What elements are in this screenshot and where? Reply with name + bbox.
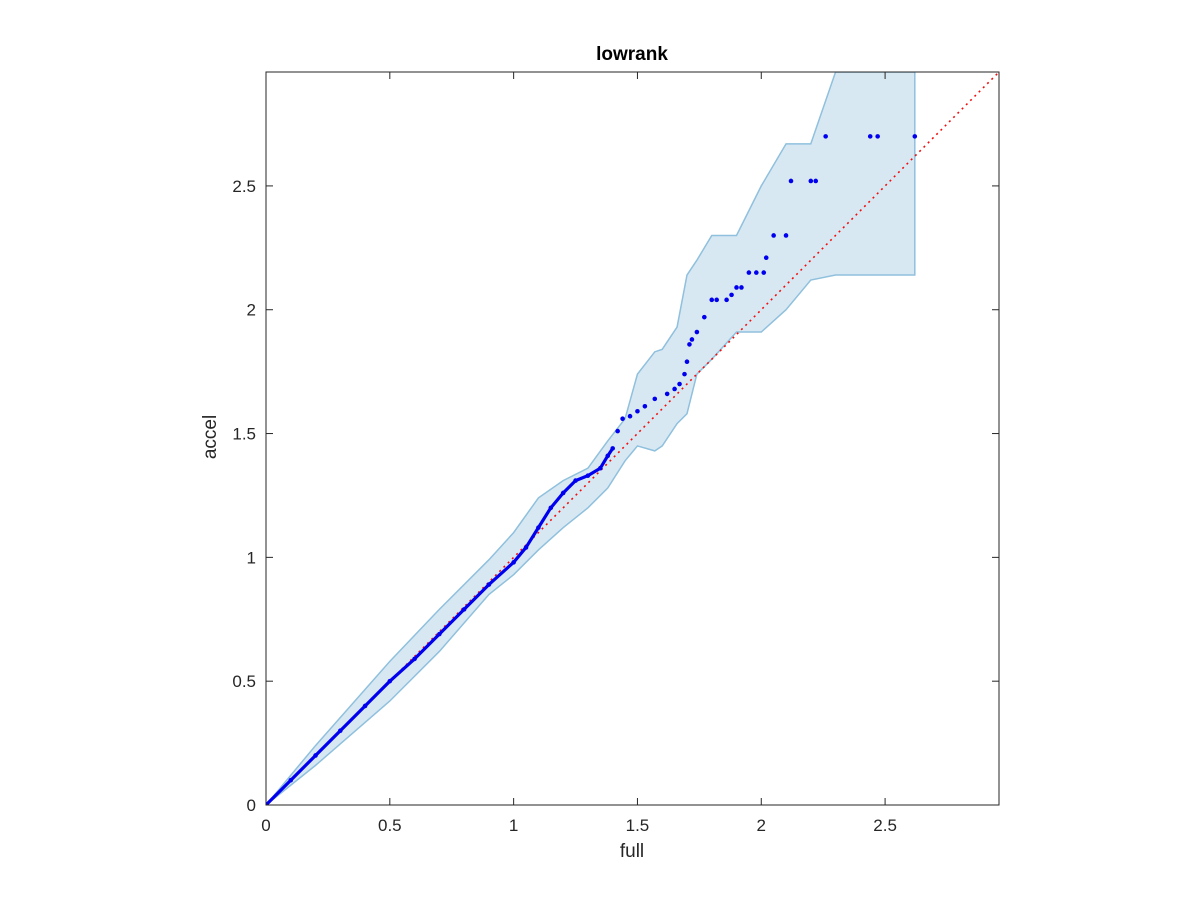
- x-tick-label: 2: [757, 816, 766, 835]
- data-point: [585, 473, 591, 478]
- plot-content: [266, 72, 999, 805]
- data-point: [664, 391, 670, 397]
- y-tick-label: 1.5: [232, 425, 256, 444]
- data-point: [548, 505, 554, 511]
- data-point: [709, 297, 715, 303]
- data-point: [672, 386, 677, 392]
- data-point: [808, 178, 814, 184]
- data-point: [560, 490, 566, 496]
- data-point: [729, 292, 734, 298]
- y-tick-label: 2: [247, 301, 256, 320]
- data-point: [739, 285, 744, 290]
- axes-box: [265, 71, 1000, 806]
- data-point: [412, 656, 417, 662]
- data-point: [677, 381, 682, 387]
- data-point: [714, 297, 719, 303]
- data-point: [437, 631, 442, 637]
- data-point: [610, 446, 615, 451]
- data-point: [605, 453, 611, 459]
- data-point: [702, 314, 707, 320]
- data-point: [523, 545, 529, 550]
- data-point: [788, 178, 794, 184]
- data-point: [461, 607, 467, 612]
- data-point: [771, 233, 776, 238]
- x-axis-label: full: [620, 841, 644, 862]
- y-axis-label: accel: [200, 415, 221, 459]
- data-point: [627, 413, 633, 419]
- data-point: [746, 270, 752, 275]
- data-point: [511, 560, 516, 565]
- data-point: [598, 465, 603, 471]
- y-tick-label: 1: [247, 548, 256, 567]
- data-point: [337, 728, 343, 734]
- plot-area: [266, 72, 999, 805]
- data-point: [362, 703, 368, 709]
- data-point: [684, 359, 690, 365]
- x-tick-label: 1: [509, 816, 518, 835]
- data-point: [652, 396, 658, 402]
- data-point: [763, 255, 769, 261]
- data-point: [689, 337, 695, 342]
- data-point: [687, 342, 692, 347]
- data-point: [724, 297, 729, 303]
- x-tick-label: 2.5: [873, 816, 897, 835]
- data-point: [783, 233, 789, 238]
- data-point: [823, 134, 828, 139]
- data-point: [635, 408, 640, 414]
- data-point: [313, 753, 318, 758]
- data-point: [682, 371, 687, 377]
- y-tick-label: 2.5: [232, 177, 256, 196]
- chart-title: lowrank: [596, 44, 668, 65]
- data-point: [912, 134, 918, 139]
- data-point: [288, 777, 294, 783]
- data-point: [734, 285, 739, 290]
- data-point: [620, 416, 625, 421]
- confidence-band: [266, 72, 916, 805]
- data-point: [642, 404, 648, 409]
- data-point: [486, 582, 492, 587]
- data-point: [536, 525, 541, 530]
- x-tick-label: 0.5: [378, 816, 402, 835]
- data-point: [694, 329, 700, 335]
- x-tick-label: 1.5: [626, 816, 650, 835]
- y-tick-label: 0: [247, 796, 256, 815]
- data-point: [615, 428, 620, 434]
- data-point: [754, 270, 759, 275]
- data-point: [875, 134, 880, 139]
- data-point: [813, 178, 819, 184]
- y-tick-label: 0.5: [232, 672, 256, 691]
- data-point: [387, 678, 393, 684]
- data-point: [573, 478, 578, 483]
- data-point: [867, 134, 873, 139]
- x-tick-label: 0: [261, 816, 270, 835]
- data-point: [761, 270, 767, 275]
- axes: 0 0.5 1 1.5 2 2.5 0 0.5 1 1.5 2 2.5: [232, 71, 1000, 835]
